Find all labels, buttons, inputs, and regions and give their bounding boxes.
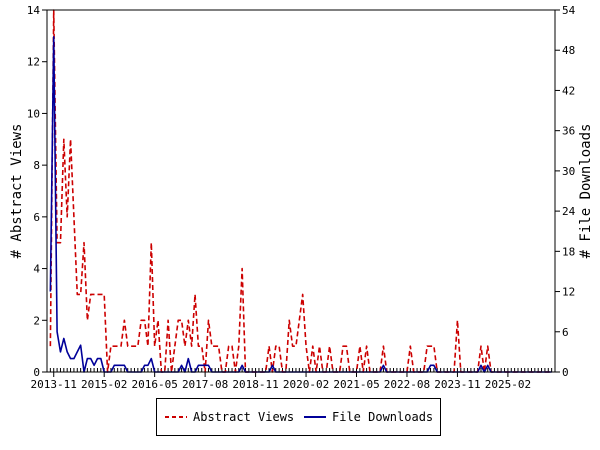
x-tick-label: 2022-08 — [384, 378, 430, 391]
y2-axis-title: # File Downloads — [578, 124, 594, 259]
x-tick-label: 2013-11 — [31, 378, 77, 391]
legend-item-abstract-views: Abstract Views — [165, 410, 294, 424]
y-tick-label: 8 — [33, 159, 40, 172]
y2-tick-label: 30 — [562, 165, 575, 178]
y-tick-label: 6 — [33, 211, 40, 224]
series-line-abstract-views — [49, 9, 552, 373]
axis-ticks — [42, 9, 560, 377]
y-tick-label: 10 — [27, 107, 40, 120]
y-tick-label: 14 — [27, 4, 41, 17]
y2-tick-label: 48 — [562, 44, 575, 57]
y2-tick-label: 6 — [562, 326, 569, 339]
legend: Abstract Views File Downloads — [156, 398, 441, 436]
legend-label-abstract-views: Abstract Views — [193, 410, 295, 424]
legend-swatch-file-downloads — [304, 416, 326, 418]
y-tick-label: 0 — [33, 366, 40, 379]
y-tick-label: 4 — [33, 263, 40, 276]
legend-item-file-downloads: File Downloads — [304, 410, 433, 424]
x-tick-label: 2015-02 — [81, 378, 127, 391]
y2-tick-label: 36 — [562, 125, 575, 138]
y2-tick-label: 0 — [562, 366, 569, 379]
series-layer — [49, 9, 552, 373]
y2-tick-label: 42 — [562, 84, 575, 97]
x-tick-label: 2021-05 — [333, 378, 379, 391]
y-tick-label: 2 — [33, 314, 40, 327]
line-chart: 2013-11 2015-02 2016-05 2017-08 2018-11 2020-… — [9, 4, 594, 391]
series-line-file-downloads — [49, 36, 552, 373]
x-tick-label: 2016-05 — [131, 378, 177, 391]
y2-tick-label: 12 — [562, 286, 575, 299]
tick-labels: 2013-11 2015-02 2016-05 2017-08 2018-11 2020-… — [27, 4, 576, 391]
plot-frame — [46, 9, 556, 373]
y2-tick-label: 24 — [562, 205, 576, 218]
x-tick-label: 2023-11 — [434, 378, 480, 391]
x-tick-label: 2017-08 — [182, 378, 228, 391]
y-axis-title: # Abstract Views — [9, 124, 25, 259]
y-tick-label: 12 — [27, 56, 40, 69]
x-tick-label: 2025-02 — [485, 378, 531, 391]
y2-tick-label: 54 — [562, 4, 576, 17]
legend-label-file-downloads: File Downloads — [332, 410, 434, 424]
x-tick-label: 2020-02 — [283, 378, 329, 391]
x-tick-label: 2018-11 — [232, 378, 278, 391]
legend-swatch-abstract-views — [165, 416, 187, 418]
y2-tick-label: 18 — [562, 245, 575, 258]
